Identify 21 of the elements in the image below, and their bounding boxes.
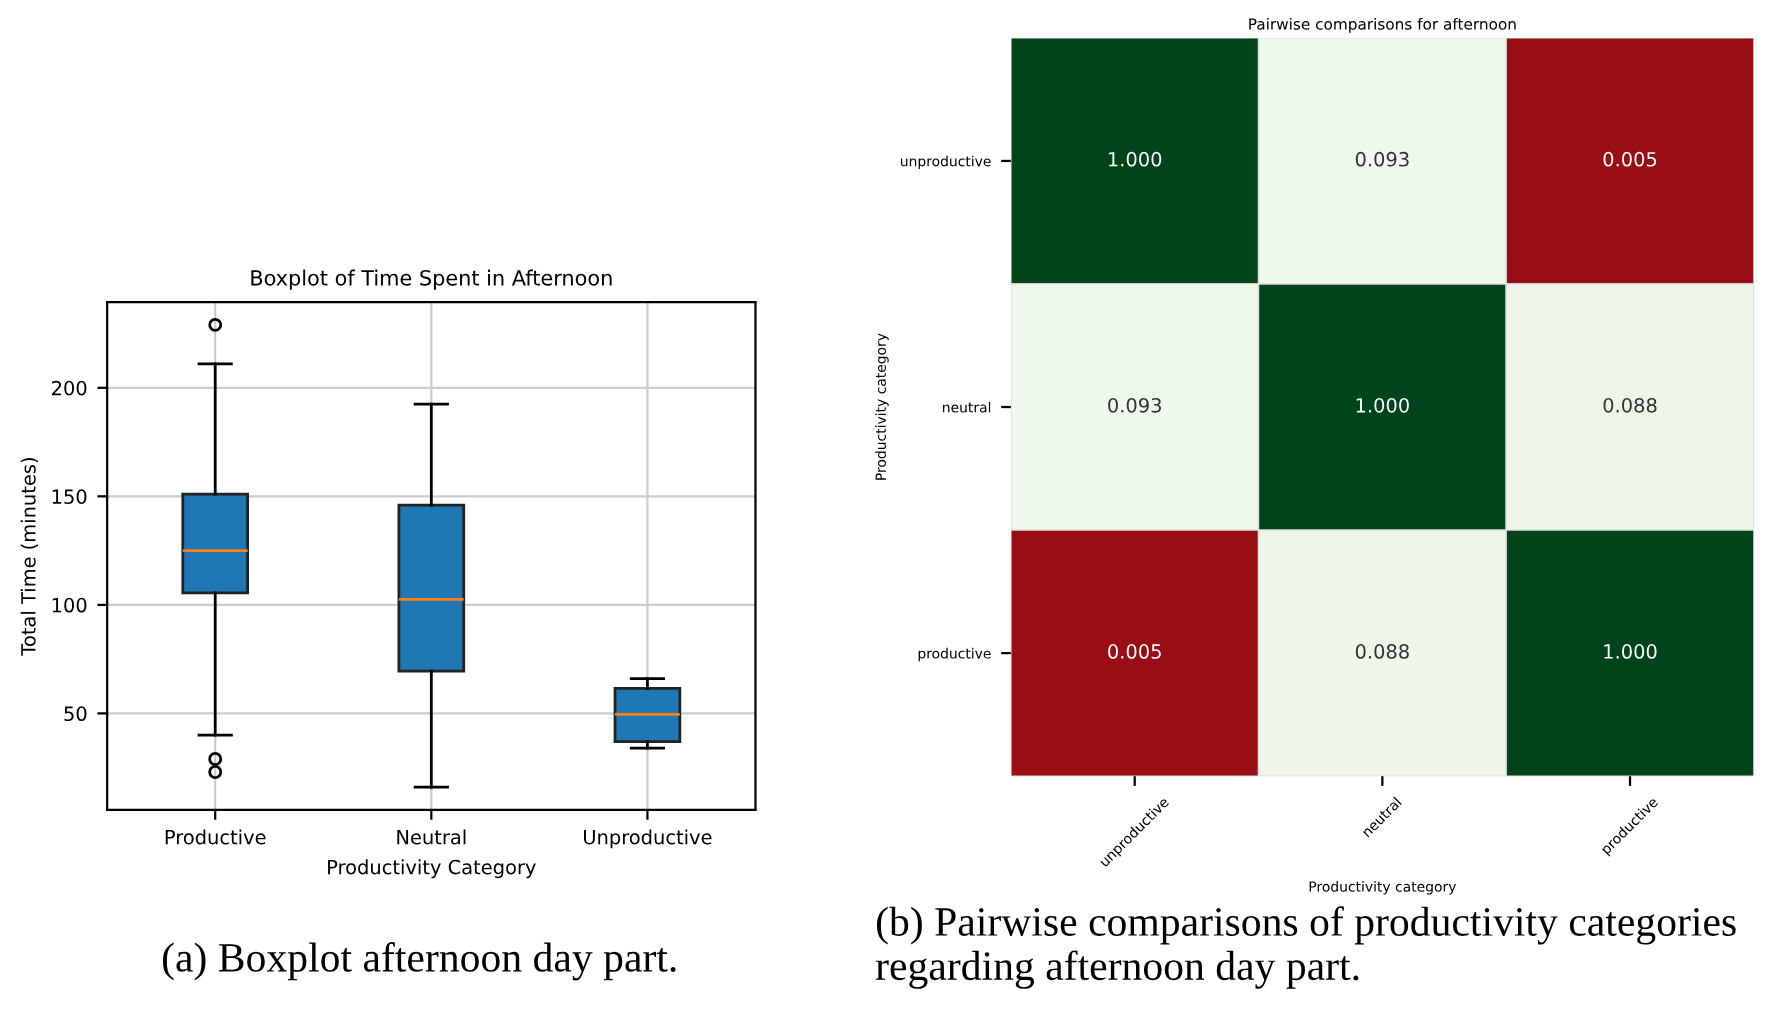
data-label: 0.093: [1355, 151, 1409, 167]
chart-title: Boxplot of Time Spent in Afternoon: [251, 269, 612, 290]
x-axis-title: Productivity Category: [328, 859, 536, 879]
x-tick-label: Productive: [165, 829, 266, 845]
y-tick-label: 50: [64, 706, 87, 722]
data-label: 0.088: [1603, 397, 1657, 413]
data-label: 1.000: [1109, 151, 1162, 167]
y-tick-label: 100: [52, 597, 87, 613]
data-label: 0.088: [1355, 644, 1409, 659]
y-tick-label: 150: [52, 489, 87, 505]
x-tick-label: Neutral: [397, 829, 466, 845]
y-axis-title: Total Time (minutes): [20, 458, 39, 656]
text: (a) Boxplot afternoon day part.: [162, 942, 676, 981]
data-label: 1.000: [1356, 397, 1409, 413]
x-tick-label: Unproductive: [584, 829, 712, 849]
data-label: 0.005: [1603, 151, 1657, 167]
y-tick-label: 200: [52, 380, 87, 396]
data-label: 1.000: [1604, 644, 1657, 659]
data-label: 0.005: [1108, 644, 1161, 659]
data-label: 0.093: [1108, 397, 1161, 413]
text: (b) Pairwise comparisons of productivity categories regarding afternoon day part.: [875, 906, 1736, 989]
